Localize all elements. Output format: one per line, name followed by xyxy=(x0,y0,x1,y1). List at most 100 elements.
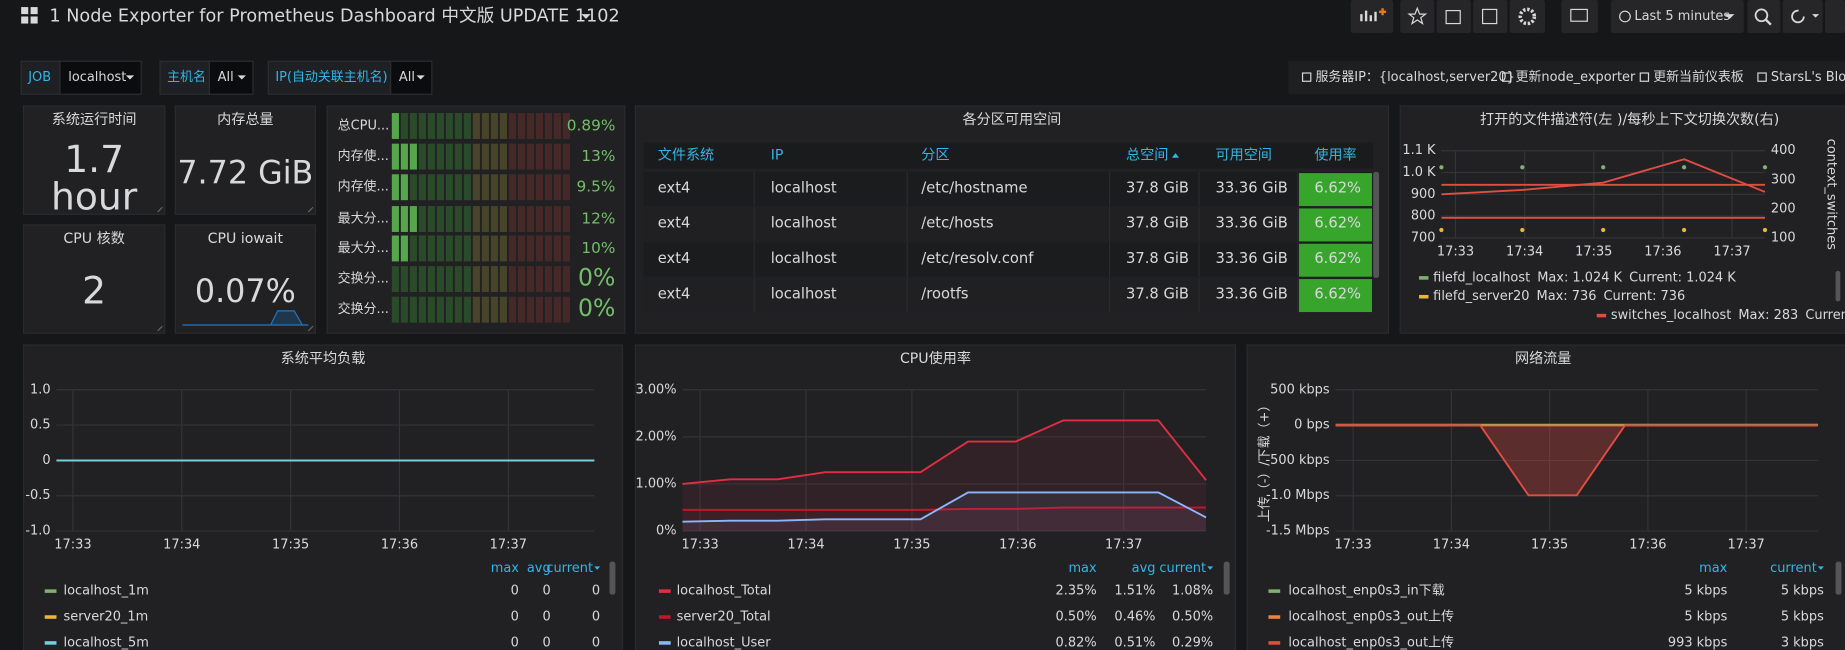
gauge-cell xyxy=(553,206,561,232)
gauge-cell xyxy=(436,174,444,201)
gauge-cell xyxy=(463,143,471,170)
legend-column-header[interactable]: max xyxy=(1068,561,1097,576)
legend-name[interactable]: localhost_5m xyxy=(64,635,149,650)
legend-value: 0 xyxy=(511,635,519,650)
cell-highlight xyxy=(1299,279,1372,313)
refresh-interval[interactable] xyxy=(1824,0,1845,33)
table-cell: 37.8 GiB xyxy=(1126,215,1189,232)
x-tick-label: 17:37 xyxy=(1105,538,1142,553)
legend-name[interactable]: localhost_enp0s3_in下载 xyxy=(1288,584,1444,599)
table-cell: /etc/hosts xyxy=(921,215,993,232)
legend-value: 0.50% xyxy=(1172,610,1213,625)
star-button[interactable] xyxy=(1400,0,1435,33)
legend-value: 0 xyxy=(592,610,600,625)
gauge-cell xyxy=(481,296,489,323)
link-icon xyxy=(1639,72,1650,82)
gauge-cell xyxy=(472,206,480,232)
gauge-cell xyxy=(562,296,570,323)
column-header[interactable]: 文件系统 xyxy=(658,147,714,163)
legend-name[interactable]: localhost_enp0s3_out上传 xyxy=(1288,635,1454,650)
links-bar xyxy=(1288,61,1845,95)
tv-mode-button[interactable] xyxy=(1561,0,1598,33)
legend-name[interactable]: localhost_1m xyxy=(64,584,149,599)
legend-name[interactable]: localhost_Total xyxy=(677,584,772,599)
legend-name[interactable]: localhost_User xyxy=(677,635,772,650)
legend-column-header[interactable]: current xyxy=(546,561,593,576)
save-button[interactable] xyxy=(1473,0,1508,33)
share-button[interactable] xyxy=(1436,0,1471,33)
legend-name[interactable]: server20_1m xyxy=(64,610,149,625)
dashboard-link[interactable]: 更新当前仪表板 xyxy=(1653,69,1744,85)
table-cell: 33.36 GiB xyxy=(1215,285,1287,302)
legend-column-header[interactable]: current xyxy=(1770,561,1817,576)
gauge-label: 交换分... xyxy=(338,301,389,317)
toolbar: Last 5 minutes xyxy=(1350,0,1845,33)
variable-select[interactable] xyxy=(390,60,433,95)
legend-column-header[interactable]: avg xyxy=(527,561,551,576)
dashboard-title[interactable]: 1 Node Exporter for Prometheus Dashboard… xyxy=(49,5,619,26)
legend-column-header[interactable]: current xyxy=(1159,561,1206,576)
resize-handle xyxy=(307,325,314,332)
data-point xyxy=(1681,227,1687,233)
legend-name[interactable]: filefd_localhost xyxy=(1433,270,1530,285)
gauge-cell xyxy=(517,174,525,201)
zoom-out-button[interactable] xyxy=(1747,0,1781,33)
column-header[interactable]: IP xyxy=(771,147,784,163)
table-cell: ext4 xyxy=(658,179,691,196)
x-tick-label: 17:36 xyxy=(1644,244,1681,259)
gauge-cell xyxy=(409,266,417,293)
column-header[interactable]: 总空间 xyxy=(1126,147,1168,163)
y-tick-label: -1.0 xyxy=(25,524,50,539)
legend-column-header[interactable]: max xyxy=(491,561,520,576)
column-header[interactable]: 可用空间 xyxy=(1215,147,1271,163)
variable-value: All xyxy=(399,70,415,85)
dashboard-link[interactable]: StarsL's Blog xyxy=(1771,70,1845,85)
table-cell: 33.36 GiB xyxy=(1215,250,1287,267)
gauge-cell xyxy=(454,266,462,293)
sparkline xyxy=(182,310,309,326)
column-header[interactable]: 分区 xyxy=(921,147,949,163)
dashboard-icon[interactable] xyxy=(21,7,38,24)
icon xyxy=(1360,10,1377,22)
gauge-cell xyxy=(391,235,399,262)
stat-title: 内存总量 xyxy=(217,112,273,128)
refresh-button[interactable] xyxy=(1782,0,1823,33)
panel xyxy=(22,224,166,334)
icon xyxy=(1570,8,1588,22)
variable-select[interactable] xyxy=(208,60,254,95)
dashboard-link[interactable]: 服务器IP：{localhost,server20} xyxy=(1316,69,1515,85)
legend-name[interactable]: filefd_server20 xyxy=(1433,289,1529,304)
legend-value: 2.35% xyxy=(1056,584,1097,599)
panel xyxy=(634,344,1237,650)
gauge-cell xyxy=(517,206,525,232)
y-tick-label: 0 xyxy=(42,453,50,468)
gauge-cell xyxy=(526,143,534,170)
gauge-cell xyxy=(391,113,399,139)
variable-select[interactable] xyxy=(59,60,142,95)
dashboard-link[interactable]: 更新node_exporter xyxy=(1516,69,1636,85)
data-point xyxy=(1681,165,1687,170)
gauge-cell xyxy=(463,113,471,139)
legend-name[interactable]: server20_Total xyxy=(677,610,771,625)
legend-column-header[interactable]: max xyxy=(1699,561,1728,576)
y-tick-label: 500 kbps xyxy=(1270,382,1330,397)
cell-highlight xyxy=(1299,173,1372,207)
series-area xyxy=(682,507,1207,532)
gauge-cell xyxy=(553,235,561,262)
table-cell: 33.36 GiB xyxy=(1215,215,1287,232)
gauge-cell xyxy=(517,143,525,170)
legend-column-header[interactable]: avg xyxy=(1132,561,1156,576)
gauge-cell xyxy=(481,266,489,293)
table-cell: 6.62% xyxy=(1314,285,1361,302)
column-header[interactable]: 使用率 xyxy=(1314,146,1356,163)
legend-name[interactable]: switches_localhost xyxy=(1611,308,1732,323)
data-point xyxy=(1439,227,1444,233)
gauge-cell xyxy=(490,206,498,232)
time-picker[interactable] xyxy=(1610,0,1744,33)
sort-icon xyxy=(1171,153,1180,158)
legend-name[interactable]: localhost_enp0s3_out上传 xyxy=(1288,610,1454,625)
settings-button[interactable] xyxy=(1509,0,1545,33)
gauge-cell xyxy=(535,143,543,170)
data-point xyxy=(1520,227,1525,233)
data-point xyxy=(1439,165,1444,170)
